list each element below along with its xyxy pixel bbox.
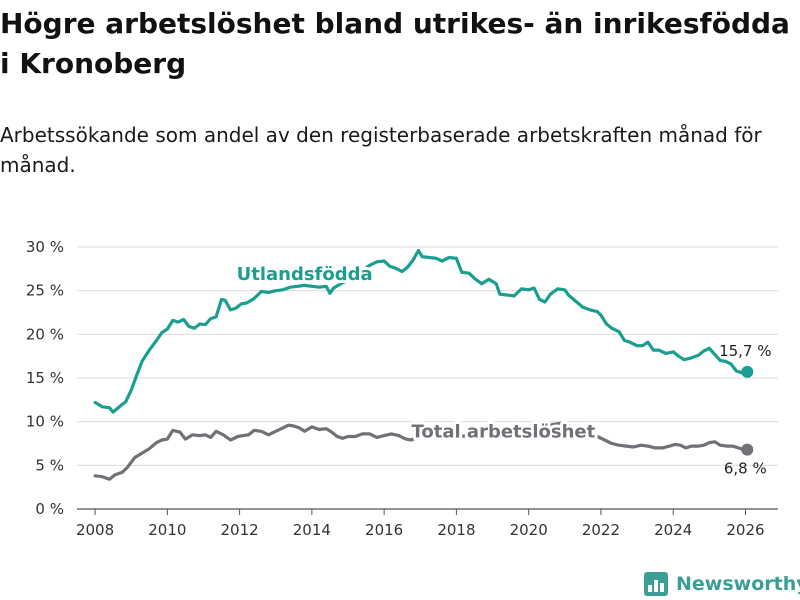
x-tick-label: 2008 [76,521,114,539]
x-tick-label: 2014 [293,521,331,539]
newsworthy-logo: Newsworthy [644,568,800,600]
x-tick-label: 2012 [221,521,259,539]
series-labels: 15,7 % 6,8 % Utlandsfödda Total arbetslöshe… [234,261,772,478]
y-tick-label: 5 % [35,456,64,474]
y-tick-label: 30 % [26,238,64,256]
series-lines [93,248,754,481]
series-label-utlandsfodda: Utlandsfödda [237,264,373,285]
x-tick-label: 2024 [654,521,692,539]
x-tick-label: 2022 [582,521,620,539]
y-tick-label: 25 % [26,282,64,300]
axes: 0 % 5 % 10 % 15 % 20 % 25 % 30 % 2008 2010 2012 20… [26,238,765,539]
series-label-total: Total arbetslöshet [411,421,595,442]
end-point-total [741,443,754,456]
bar-chart-icon [644,572,668,596]
x-tick-label: 2020 [510,521,548,539]
series-line-total [93,421,749,481]
end-point-utlandsfodda [741,365,754,378]
y-tick-label: 15 % [26,369,64,387]
gridlines [77,246,778,510]
y-tick-label: 0 % [35,500,64,518]
chart-subtitle: Arbetssökande som andel av den registerb… [0,123,762,177]
x-tick-label: 2010 [148,521,186,539]
x-tick-label: 2018 [437,521,475,539]
end-value-label-utlandsfodda: 15,7 % [719,342,771,360]
y-tick-label: 20 % [26,325,64,343]
x-tick-label: 2026 [726,521,764,539]
brand-name: Newsworthy [676,573,800,595]
series-line-utlandsfodda [93,248,749,414]
chart-title: Högre arbetslöshet bland utrikes- än inr… [0,7,790,80]
end-value-label-total: 6,8 % [724,460,767,478]
y-tick-label: 10 % [26,413,64,431]
x-tick-label: 2016 [365,521,403,539]
